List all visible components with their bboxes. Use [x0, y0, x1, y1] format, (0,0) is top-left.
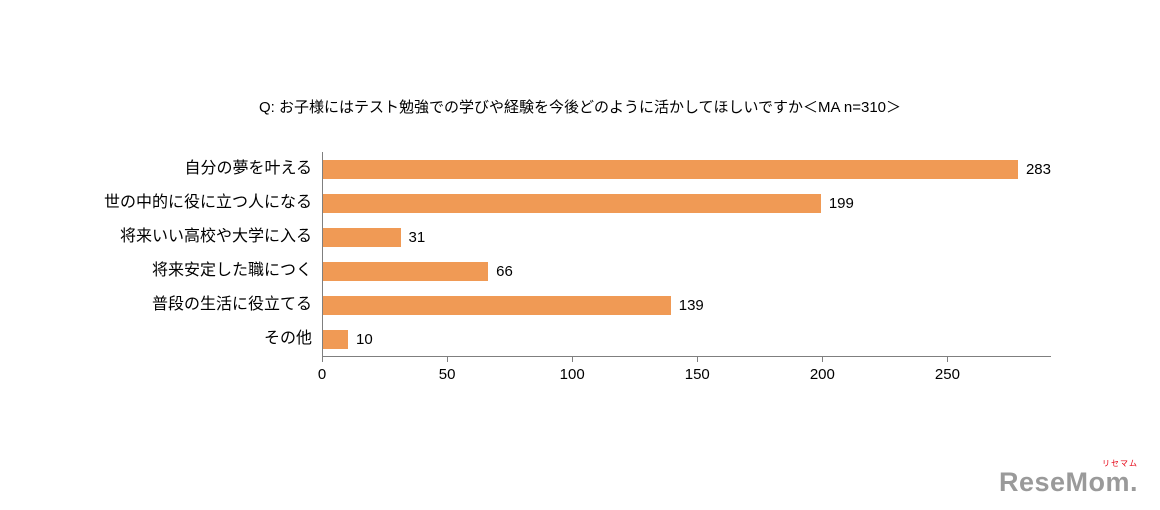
bar-value-label: 31	[408, 228, 426, 246]
resemom-logo-text: ReseMom.	[998, 467, 1138, 497]
bar	[323, 261, 489, 281]
x-axis-tick-mark	[822, 357, 824, 362]
resemom-logo-kana: リセマム	[1102, 459, 1138, 468]
x-axis-tick-label: 100	[559, 366, 585, 383]
category-label: 普段の生活に役立てる	[151, 296, 312, 313]
x-axis-tick-mark	[697, 357, 699, 362]
category-label: 将来安定した職につく	[151, 262, 312, 279]
bar-row: 66	[323, 254, 1051, 288]
resemom-logo: リセマム ReseMom.	[999, 460, 1138, 496]
chart-title: Q: お子様にはテスト勉強での学びや経験を今後どのように活かしてほしいですか＜M…	[258, 99, 902, 116]
x-axis-ticks: 0 50 100 150 200 250	[318, 356, 1050, 386]
category-labels: 自分の夢を叶える世の中的に役に立つ人になる将来いい高校や大学に入る将来安定した職…	[0, 152, 312, 356]
category-label: 世の中的に役に立つ人になる	[103, 194, 312, 211]
bar	[323, 329, 349, 349]
x-axis-tick-label: 250	[934, 366, 960, 383]
bar-row: 10	[323, 322, 1051, 356]
category-label: 自分の夢を叶える	[184, 160, 312, 177]
x-axis-tick-mark	[322, 357, 323, 362]
bar-row: 283	[323, 152, 1051, 186]
bar-value-label: 199	[828, 194, 854, 212]
plot-area: 283 199 31 66 139 10	[322, 152, 1051, 357]
x-axis-tick-label: 0	[317, 366, 327, 383]
bar-value-label: 66	[496, 262, 513, 280]
bar	[323, 227, 401, 247]
x-axis-tick-mark	[947, 357, 949, 362]
bar-row: 199	[323, 186, 1051, 220]
bar-value-label: 283	[1025, 160, 1051, 178]
bar	[323, 193, 821, 213]
bar-value-label: 10	[356, 330, 373, 348]
category-label: その他	[263, 330, 312, 347]
bar	[323, 159, 1018, 179]
bar-row: 139	[323, 288, 1051, 322]
x-axis-tick-mark	[447, 357, 449, 362]
x-axis-tick-mark	[572, 357, 574, 362]
x-axis-tick-label: 200	[809, 366, 835, 383]
bar-value-label: 139	[678, 296, 704, 314]
x-axis-tick-label: 50	[438, 366, 456, 383]
category-label: 将来いい高校や大学に入る	[119, 228, 312, 245]
bar	[323, 295, 671, 315]
bar-row: 31	[323, 220, 1051, 254]
x-axis-tick-label: 150	[684, 366, 710, 383]
